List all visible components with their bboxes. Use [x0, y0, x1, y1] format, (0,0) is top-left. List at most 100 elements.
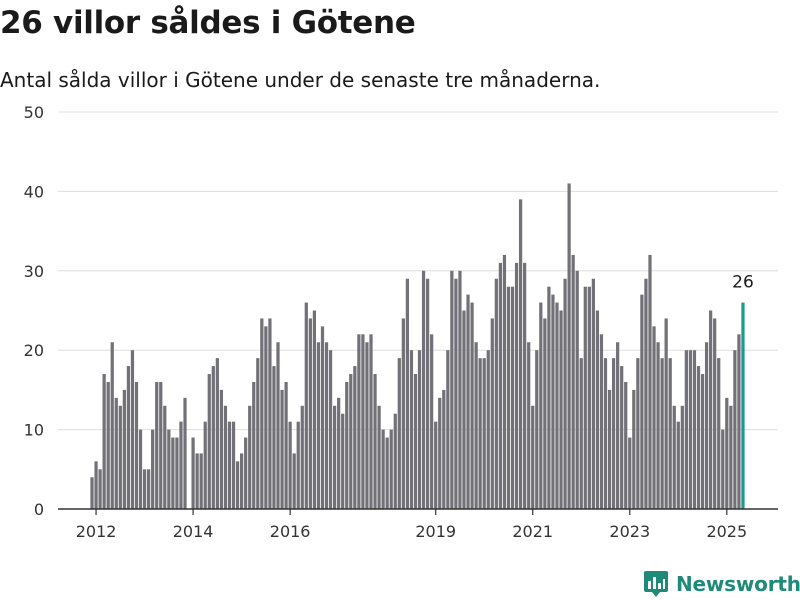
bar — [333, 405, 337, 509]
bar — [244, 437, 248, 509]
bar — [636, 358, 640, 509]
bar — [393, 413, 397, 509]
bar — [510, 286, 515, 509]
bar — [276, 342, 280, 509]
bar — [425, 278, 430, 509]
bar — [684, 350, 688, 509]
bar — [353, 366, 357, 509]
bar — [518, 199, 523, 509]
bar — [308, 318, 312, 509]
bar — [486, 350, 490, 509]
bar — [211, 366, 215, 509]
bar — [599, 334, 604, 509]
bar — [539, 302, 543, 509]
bar — [102, 374, 106, 509]
bar — [320, 326, 325, 509]
bar — [591, 278, 595, 509]
bar — [223, 405, 228, 509]
bar — [555, 302, 559, 509]
bar — [155, 381, 159, 509]
bar — [676, 421, 680, 509]
bar — [397, 358, 401, 509]
bar — [268, 318, 272, 509]
bar — [648, 254, 652, 509]
bar — [652, 326, 656, 509]
x-tick-label: 2021 — [512, 522, 553, 541]
y-tick-label: 20 — [24, 341, 44, 360]
bar — [151, 429, 155, 509]
bar — [219, 389, 224, 509]
bar — [462, 310, 466, 509]
bar — [446, 350, 450, 509]
bar — [106, 381, 110, 509]
bar — [179, 421, 183, 509]
bar — [381, 429, 385, 509]
bar — [409, 350, 414, 509]
x-tick-label: 2014 — [173, 522, 214, 541]
bar — [434, 421, 438, 509]
bar — [482, 358, 486, 509]
bar — [284, 381, 288, 509]
bar — [583, 286, 587, 509]
bar — [700, 374, 705, 509]
y-tick-label: 0 — [34, 500, 44, 519]
x-tick-label: 2023 — [609, 522, 650, 541]
bar — [470, 302, 474, 509]
bar — [373, 374, 377, 509]
bar — [660, 358, 664, 509]
brand[interactable]: Newsworthy — [644, 568, 800, 600]
bar — [171, 437, 175, 509]
bar — [110, 342, 114, 509]
bar — [118, 405, 122, 509]
bar — [280, 389, 284, 509]
bar — [628, 437, 632, 509]
bar — [494, 278, 498, 509]
bar — [272, 366, 276, 509]
bar — [195, 453, 199, 509]
bar — [696, 366, 701, 509]
bar — [227, 421, 232, 509]
bar — [413, 374, 418, 509]
y-tick-label: 40 — [24, 182, 44, 201]
bar — [349, 374, 353, 509]
x-tick-label: 2016 — [270, 522, 311, 541]
last-value-annotation: 26 — [732, 273, 754, 293]
bar — [401, 318, 405, 509]
y-tick-label: 10 — [24, 421, 44, 440]
bar — [231, 421, 236, 509]
bar — [442, 389, 446, 509]
bar — [292, 453, 296, 509]
bar — [523, 262, 527, 509]
bar — [324, 342, 329, 509]
bar — [203, 421, 207, 509]
bar — [385, 437, 389, 509]
bar — [304, 302, 308, 509]
bar — [547, 286, 551, 509]
bar — [717, 358, 721, 509]
bar — [183, 397, 187, 509]
bar — [656, 342, 660, 509]
chart-title: 26 villor såldes i Götene — [0, 5, 416, 41]
bar — [725, 397, 729, 509]
bar — [312, 310, 317, 509]
bar — [624, 381, 628, 509]
bar — [563, 278, 567, 509]
bar — [664, 318, 668, 509]
bar — [159, 381, 163, 509]
bar — [175, 437, 179, 509]
bar — [535, 350, 539, 509]
bar — [94, 461, 98, 509]
bar — [527, 342, 531, 509]
bar — [142, 469, 147, 509]
bar — [345, 381, 349, 509]
bar — [248, 405, 252, 509]
bar — [421, 270, 426, 509]
bar — [260, 318, 264, 509]
bar — [337, 397, 341, 509]
bar — [296, 421, 300, 509]
bar — [474, 342, 478, 509]
bar — [167, 429, 171, 509]
bar — [438, 397, 442, 509]
bar — [692, 350, 697, 509]
bar — [450, 270, 454, 509]
